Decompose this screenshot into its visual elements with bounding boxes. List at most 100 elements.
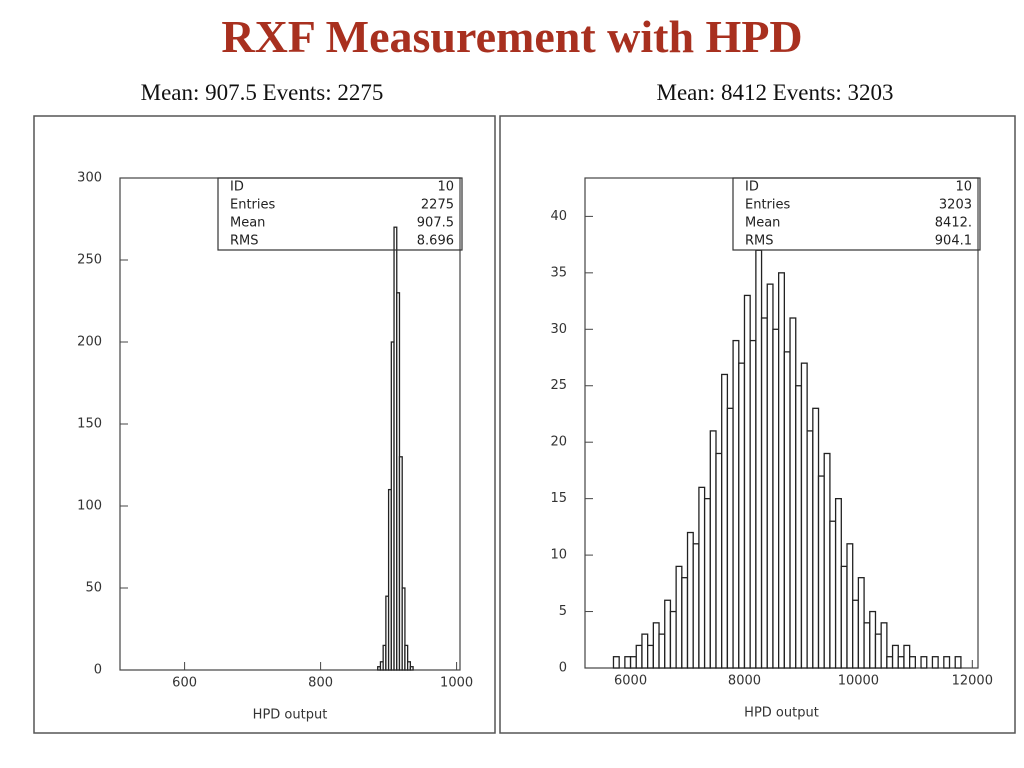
histogram-bar (943, 656, 951, 669)
histogram-bar (624, 656, 632, 669)
histogram-bar (823, 452, 831, 669)
y-tick-label: 35 (550, 265, 567, 280)
histogram-bar (806, 430, 814, 669)
stats-value: 3203 (939, 198, 972, 213)
histogram-bar (909, 656, 916, 669)
x-tick-label: 12000 (952, 674, 993, 689)
stats-label: RMS (745, 234, 774, 249)
panel-frame (33, 115, 496, 734)
histogram-bar (897, 656, 905, 669)
stats-value: 2275 (421, 198, 454, 213)
histogram-bar (891, 644, 899, 669)
y-tick-label: 20 (550, 435, 567, 450)
plot-frame (119, 177, 461, 671)
histogram-bar (886, 656, 894, 669)
histogram-bar (869, 610, 877, 669)
histogram-bar (857, 577, 865, 669)
x-tick-label: 6000 (614, 674, 647, 689)
histogram-bar (692, 543, 700, 669)
histogram-bar (732, 339, 740, 669)
stats-value: 8.696 (417, 234, 454, 249)
stats-box (217, 177, 463, 251)
histogram-bar (658, 633, 666, 669)
histogram-bar (669, 610, 677, 669)
chart-subtitle: Mean: 8412 Events: 3203 (657, 80, 894, 105)
y-tick-label: 300 (77, 171, 102, 186)
histogram-bar (800, 362, 808, 669)
histogram-bar (789, 317, 797, 669)
histogram-bar (675, 565, 683, 669)
histogram-bar (721, 373, 729, 669)
histogram-bar (812, 407, 820, 669)
histogram-bar (641, 633, 649, 669)
y-tick-label: 5 (559, 604, 567, 619)
panel-frame (499, 115, 1016, 734)
x-tick-label: 1000 (440, 676, 473, 691)
stats-label: ID (745, 180, 759, 195)
stats-value: 8412. (935, 216, 972, 231)
histogram-bar (755, 249, 763, 669)
histogram-bar (749, 339, 757, 669)
histogram-bar (664, 599, 672, 669)
histogram-bar (834, 497, 842, 669)
histogram-bar (852, 599, 860, 669)
histogram-bar (766, 283, 774, 669)
histogram-bar (401, 587, 406, 671)
histogram-bar (726, 407, 734, 669)
histogram-bar (652, 622, 660, 669)
histogram-bar (629, 656, 637, 669)
histogram-bar (406, 661, 412, 671)
y-tick-label: 30 (550, 322, 567, 337)
stats-value: 10 (955, 180, 972, 195)
histogram-bar (880, 622, 888, 669)
stats-box (732, 177, 981, 251)
x-axis-label: HPD output (744, 706, 819, 721)
stats-value: 904.1 (935, 234, 972, 249)
histogram-bar (635, 644, 643, 669)
histogram-bar (772, 328, 780, 669)
y-tick-label: 25 (550, 378, 567, 393)
stats-value: 10 (437, 180, 454, 195)
y-tick-label: 100 (77, 499, 102, 514)
histogram-bar (954, 656, 962, 669)
histogram-bar (404, 644, 409, 671)
histogram-bar (817, 475, 825, 669)
chart-subtitle: Mean: 907.5 Events: 2275 (141, 80, 384, 105)
y-tick-label: 250 (77, 253, 102, 268)
histogram-bar (703, 497, 711, 669)
histogram-bar (846, 543, 854, 669)
x-tick-label: 8000 (728, 674, 761, 689)
y-tick-label: 15 (550, 491, 567, 506)
histogram-bar (715, 452, 723, 669)
stats-label: Entries (230, 198, 276, 213)
histogram-bar (398, 456, 403, 671)
histogram-bar (647, 644, 654, 669)
histogram-bar (840, 565, 848, 669)
stats-label: Mean (745, 216, 780, 231)
histogram-bar (743, 294, 751, 669)
x-tick-label: 600 (172, 676, 197, 691)
histogram-bar (686, 531, 694, 669)
slide-title: RXF Measurement with HPD (221, 11, 802, 62)
histogram-bar (795, 385, 803, 669)
y-tick-label: 10 (550, 548, 567, 563)
stats-value: 907.5 (417, 216, 454, 231)
stats-label: RMS (230, 234, 259, 249)
histogram-bar (920, 656, 928, 669)
stats-label: ID (230, 180, 244, 195)
stats-label: Mean (230, 216, 265, 231)
histogram-bar (612, 656, 620, 669)
y-tick-label: 0 (94, 663, 102, 678)
y-tick-label: 50 (85, 581, 102, 596)
stats-label: Entries (745, 198, 791, 213)
histogram-bar (409, 666, 414, 671)
histogram-bar (760, 317, 768, 669)
histogram-bar (681, 577, 689, 669)
histogram-bar (829, 520, 837, 669)
histogram-bar (903, 644, 911, 669)
histogram-bar (783, 351, 791, 669)
x-tick-label: 10000 (838, 674, 879, 689)
histogram-bar (931, 656, 939, 669)
y-tick-label: 150 (77, 417, 102, 432)
